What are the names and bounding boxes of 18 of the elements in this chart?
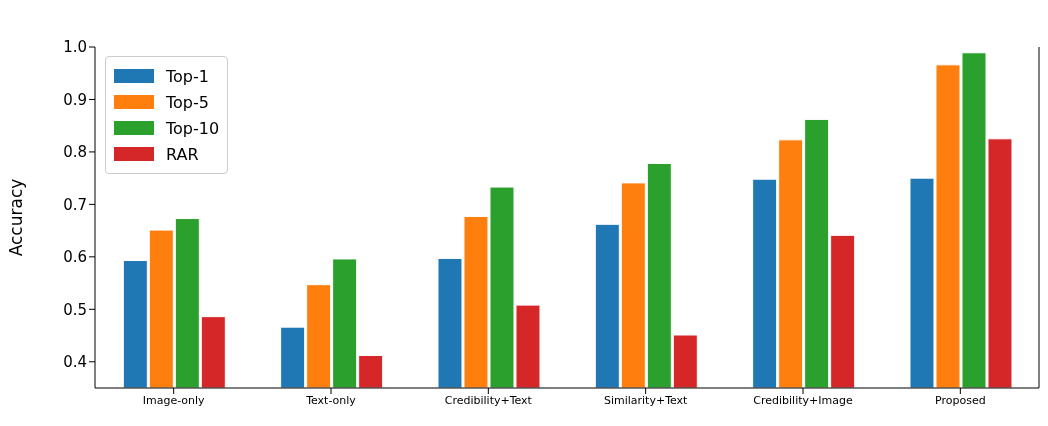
y-tick-label: 0.4 — [63, 353, 87, 372]
legend-label: Top-1 — [166, 66, 209, 86]
y-tick-label: 0.6 — [63, 248, 87, 267]
legend-label: Top-10 — [166, 118, 220, 138]
y-tick-label: 0.8 — [63, 143, 87, 162]
x-tick-label: Credibility+Image — [753, 393, 853, 407]
legend-label: Top-5 — [166, 92, 209, 112]
x-tick-label: Similarity+Text — [603, 393, 689, 407]
y-tick-label: 1.0 — [63, 38, 87, 57]
legend-label: RAR — [166, 144, 199, 164]
x-tick-label: Credibility+Text — [444, 393, 533, 407]
y-tick-label: 0.9 — [63, 90, 87, 109]
y-tick-label: 0.5 — [63, 300, 87, 319]
y-axis-title: Accuracy — [6, 178, 27, 257]
x-tick-label: Image-only — [142, 393, 206, 407]
x-tick-label: Proposed — [935, 393, 986, 407]
x-tick-label: Text-only — [305, 393, 357, 407]
y-tick-label: 0.7 — [63, 195, 87, 214]
